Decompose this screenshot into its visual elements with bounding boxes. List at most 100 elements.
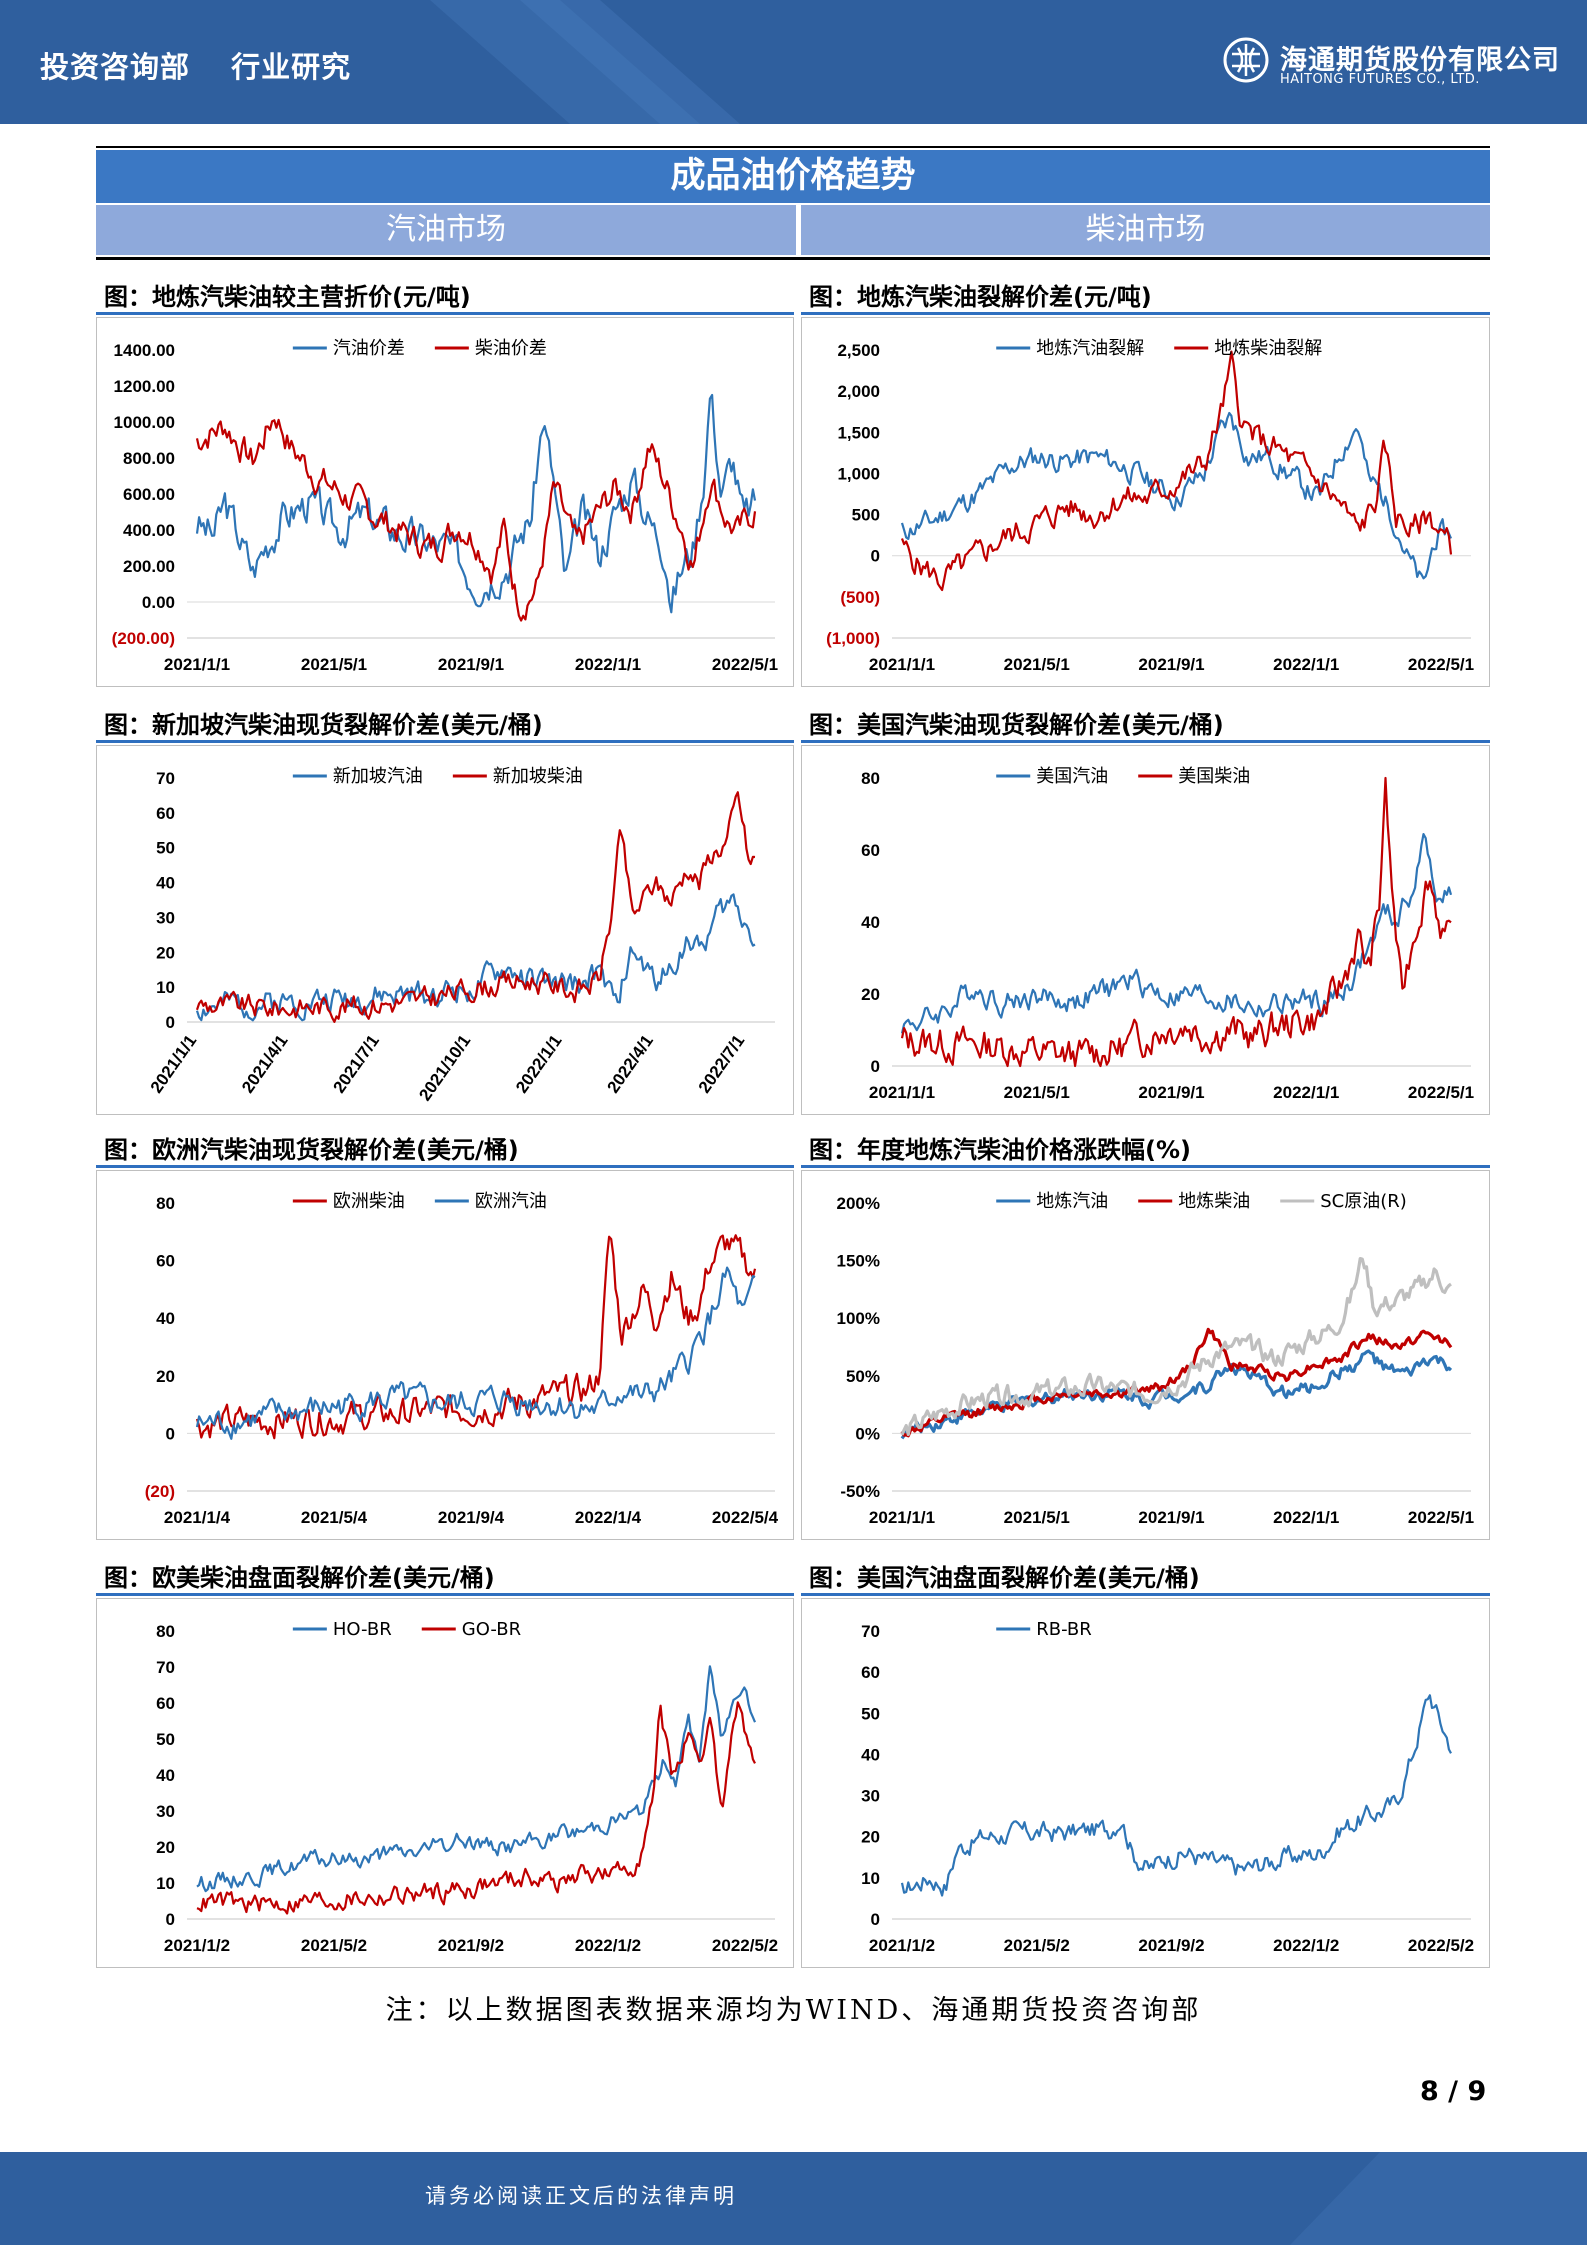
legend-label: 地炼汽油裂解 (1036, 338, 1144, 359)
legend-label: 美国汽油 (1036, 766, 1108, 787)
x-tick-label: 2022/1/1 (1273, 1508, 1339, 1527)
chart-europe-spot-crack: 80 60 40 20 0 (20) 2021/1/4 2021/5/4 2021/9/4 202… (96, 1170, 794, 1540)
series-line-1 (195, 893, 756, 1022)
legend-entry: 美国柴油 (1138, 766, 1250, 787)
company-name-cn: 海通期货股份有限公司 (1280, 45, 1560, 76)
x-tick-label: 2021/5/1 (301, 655, 367, 674)
series-line-2 (195, 1266, 756, 1440)
x-tick-label: 2021/5/2 (1004, 1936, 1070, 1955)
legend-label: HO-BR (333, 1619, 392, 1640)
chart-singapore-crack: 70 60 50 40 30 20 10 0 2021/1/1 2021/4/1 2021/7/1 2… (96, 745, 794, 1115)
legend-label: SC原油(R) (1320, 1191, 1407, 1212)
page-number: 8 / 9 (1420, 2076, 1487, 2107)
y-tick-label: 60 (156, 1252, 175, 1271)
y-tick-label: 0.00 (142, 593, 175, 612)
y-tick-label: 70 (156, 769, 175, 788)
y-tick-label: (500) (840, 588, 880, 607)
chart-title: 图：地炼汽柴油较主营折价(元/吨) (96, 279, 794, 315)
y-tick-label: 70 (861, 1622, 880, 1641)
chart-local-refinery-crack: 2,500 2,000 1,500 1,000 500 0 (500) (1,000) 2021… (801, 317, 1490, 687)
y-tick-label: 40 (861, 913, 880, 932)
y-tick-label: 20 (156, 943, 175, 962)
x-tick-label: 2021/1/1 (869, 655, 935, 674)
series-line-2 (196, 1701, 756, 1915)
y-tick-label: 10 (861, 1869, 880, 1888)
legend-entry: 地炼汽油裂解 (996, 338, 1144, 359)
series-line-2 (195, 418, 757, 622)
series-line-2 (900, 350, 1453, 592)
legend-label: 美国柴油 (1178, 766, 1250, 787)
x-tick-label: 2022/7/1 (695, 1031, 749, 1096)
x-tick-label: 2021/1/1 (147, 1031, 201, 1096)
y-tick-label: 50 (156, 839, 175, 858)
x-tick-label: 2021/9/1 (438, 655, 504, 674)
y-tick-label: 0 (166, 1013, 175, 1032)
y-tick-label: 40 (861, 1745, 880, 1764)
x-tick-label: 2022/1/1 (512, 1031, 566, 1096)
y-tick-label: 1200.00 (114, 377, 175, 396)
diesel-market-header: 柴油市场 (801, 205, 1490, 255)
chart-svg: 80 60 40 20 0 2021/1/1 2021/5/1 2021/9/1 2022/1/… (861, 766, 1474, 1102)
y-tick-label: 40 (156, 874, 175, 893)
legend-entry: 地炼柴油裂解 (1174, 338, 1322, 359)
x-tick-label: 2022/1/2 (575, 1936, 641, 1955)
y-tick-label: 60 (156, 1694, 175, 1713)
chart-local-refinery-discount: 1400.00 1200.00 1000.00 800.00 600.00 400.00 2… (96, 317, 794, 687)
y-tick-label: 0 (166, 1910, 175, 1929)
footer-decoration (1290, 2152, 1587, 2245)
series-line-2 (195, 791, 756, 1023)
y-tick-label: -50% (840, 1482, 880, 1501)
section-rule (96, 257, 1490, 260)
legend-label: 地炼柴油裂解 (1214, 338, 1322, 359)
x-tick-label: 2022/5/4 (712, 1508, 779, 1527)
y-tick-label: 1,500 (837, 423, 880, 442)
source-note: 注：以上数据图表数据来源均为WIND、海通期货投资咨询部 (385, 1995, 1202, 2026)
y-tick-label: 200% (837, 1194, 880, 1213)
y-tick-label: 800.00 (123, 449, 175, 468)
y-tick-label: 40 (156, 1309, 175, 1328)
chart-title: 图：地炼汽柴油裂解价差(元/吨) (801, 279, 1490, 315)
y-tick-label: 30 (156, 1802, 175, 1821)
x-tick-label: 2021/10/1 (415, 1031, 474, 1104)
x-tick-label: 2021/1/4 (164, 1508, 231, 1527)
legend-label: 欧洲汽油 (475, 1191, 547, 1212)
x-tick-label: 2021/4/1 (238, 1031, 292, 1096)
chart-svg: 2,500 2,000 1,500 1,000 500 0 (500) (1,000) 2021… (826, 338, 1474, 674)
haitong-logo-icon (1223, 37, 1269, 83)
x-tick-label: 2021/9/1 (1138, 655, 1204, 674)
x-tick-label: 2022/1/2 (1273, 1936, 1339, 1955)
x-tick-label: 2021/1/1 (164, 655, 230, 674)
y-tick-label: 50% (846, 1367, 880, 1386)
y-tick-label: 1,000 (837, 464, 880, 483)
legend-entry: 欧洲柴油 (292, 1191, 405, 1212)
y-tick-label: 50 (861, 1704, 880, 1723)
legend-entry: 汽油价差 (292, 338, 405, 359)
y-tick-label: 20 (156, 1367, 175, 1386)
y-tick-label: 80 (156, 1622, 175, 1641)
department-name: 投资咨询部 (40, 50, 191, 84)
x-tick-label: 2022/5/1 (1408, 655, 1474, 674)
y-tick-label: 20 (861, 985, 880, 1004)
legend-label: GO-BR (462, 1619, 521, 1640)
series-line-1 (900, 411, 1453, 580)
y-tick-label: 60 (861, 1663, 880, 1682)
x-tick-label: 2022/5/2 (1408, 1936, 1474, 1955)
chart-title: 图：新加坡汽柴油现货裂解价差(美元/桶) (96, 707, 794, 743)
y-tick-label: (20) (145, 1482, 175, 1501)
series-line-1 (900, 1694, 1452, 1897)
legend-entry: GO-BR (421, 1619, 521, 1640)
y-tick-label: 30 (156, 908, 175, 927)
y-tick-label: (1,000) (826, 629, 880, 648)
y-tick-label: 200.00 (123, 557, 175, 576)
chart-title: 图：美国汽柴油现货裂解价差(美元/桶) (801, 707, 1490, 743)
y-tick-label: (200.00) (112, 629, 175, 648)
legend-label: 汽油价差 (333, 338, 405, 359)
y-tick-label: 20 (861, 1828, 880, 1847)
chart-us-gasoline-futures-crack: 70 60 50 40 30 20 10 0 2021/1/2 2021/5/2 2021/9/2 2… (801, 1598, 1490, 1968)
x-tick-label: 2021/9/4 (438, 1508, 505, 1527)
y-tick-label: 0% (855, 1424, 880, 1443)
y-tick-label: 500 (852, 506, 880, 525)
y-tick-label: 100% (837, 1309, 880, 1328)
y-tick-label: 30 (861, 1787, 880, 1806)
legend-label: RB-BR (1036, 1619, 1092, 1640)
